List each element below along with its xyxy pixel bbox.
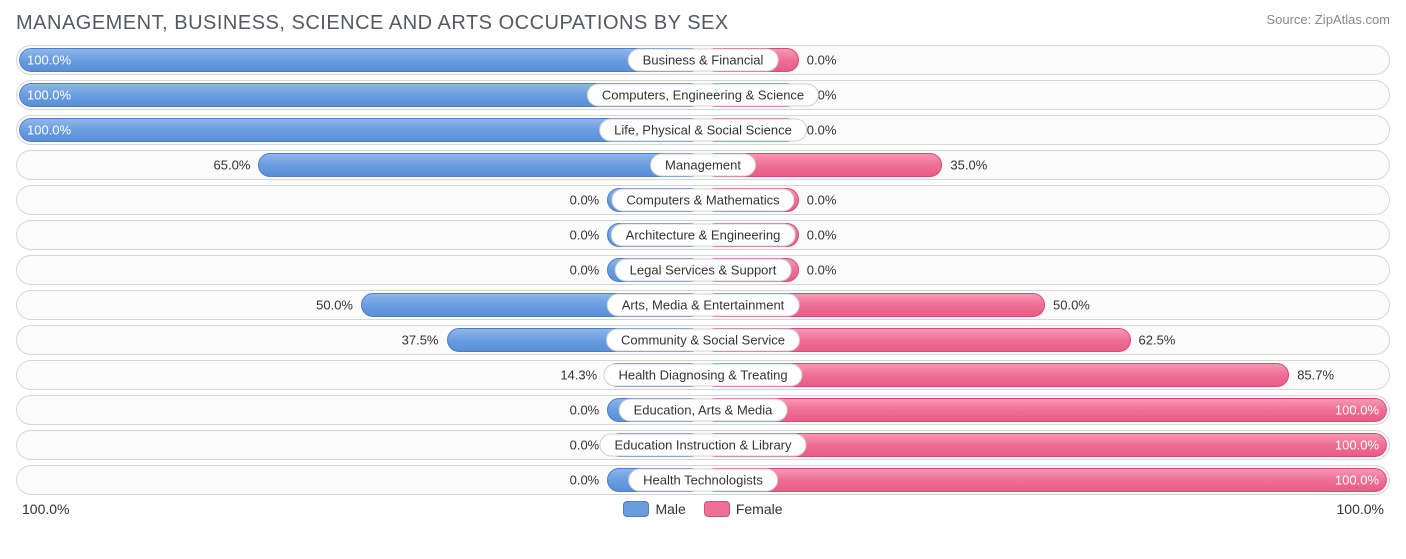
female-value-label: 0.0% bbox=[807, 228, 837, 243]
male-value-label: 37.5% bbox=[402, 333, 439, 348]
male-value-label: 0.0% bbox=[570, 473, 600, 488]
male-value-label: 100.0% bbox=[27, 123, 71, 138]
legend: Male Female bbox=[623, 501, 782, 517]
female-value-label: 35.0% bbox=[950, 158, 987, 173]
chart-row: 0.0% 0.0% Legal Services & Support bbox=[16, 255, 1390, 285]
male-value-label: 0.0% bbox=[570, 263, 600, 278]
male-value-label: 0.0% bbox=[570, 193, 600, 208]
female-value-label: 0.0% bbox=[807, 53, 837, 68]
male-value-label: 50.0% bbox=[316, 298, 353, 313]
female-value-label: 0.0% bbox=[807, 193, 837, 208]
category-label: Management bbox=[650, 154, 756, 177]
male-value-label: 100.0% bbox=[27, 53, 71, 68]
male-value-label: 65.0% bbox=[214, 158, 251, 173]
male-bar bbox=[19, 48, 703, 72]
chart-row: 100.0% 0.0%Life, Physical & Social Scienc… bbox=[16, 115, 1390, 145]
female-value-label: 85.7% bbox=[1297, 368, 1334, 383]
category-label: Health Diagnosing & Treating bbox=[603, 364, 802, 387]
axis-left-label: 100.0% bbox=[22, 501, 69, 517]
axis-right-label: 100.0% bbox=[1337, 501, 1384, 517]
chart-container: MANAGEMENT, BUSINESS, SCIENCE AND ARTS O… bbox=[0, 0, 1406, 559]
chart-row: 50.0% 50.0% Arts, Media & Entertainment bbox=[16, 290, 1390, 320]
male-bar bbox=[258, 153, 703, 177]
chart-row: 0.0% 0.0% Architecture & Engineering bbox=[16, 220, 1390, 250]
category-label: Architecture & Engineering bbox=[611, 224, 796, 247]
chart-row: 0.0% 100.0% Education, Arts & Media bbox=[16, 395, 1390, 425]
female-value-label: 0.0% bbox=[807, 263, 837, 278]
category-label: Computers & Mathematics bbox=[611, 189, 794, 212]
chart-row: 0.0% 100.0% Health Technologists bbox=[16, 465, 1390, 495]
chart-row: 0.0% 100.0% Education Instruction & Librar… bbox=[16, 430, 1390, 460]
female-bar bbox=[703, 468, 1387, 492]
chart-row: 0.0% 0.0% Computers & Mathematics bbox=[16, 185, 1390, 215]
legend-female-label: Female bbox=[736, 501, 783, 517]
female-value-label: 50.0% bbox=[1053, 298, 1090, 313]
chart-row: 14.3% 85.7% Health Diagnosing & Treating bbox=[16, 360, 1390, 390]
chart-rows: 100.0%0.0%Business & Financial100.0%0.0%… bbox=[16, 45, 1390, 495]
category-label: Business & Financial bbox=[628, 49, 779, 72]
category-label: Computers, Engineering & Science bbox=[587, 84, 819, 107]
legend-female: Female bbox=[704, 501, 783, 517]
male-value-label: 100.0% bbox=[27, 88, 71, 103]
female-value-label: 100.0% bbox=[1335, 473, 1379, 488]
category-label: Life, Physical & Social Science bbox=[599, 119, 807, 142]
chart-row: 37.5% 62.5% Community & Social Service bbox=[16, 325, 1390, 355]
male-value-label: 0.0% bbox=[570, 403, 600, 418]
chart-row: 100.0%0.0%Computers, Engineering & Scien… bbox=[16, 80, 1390, 110]
female-value-label: 100.0% bbox=[1335, 403, 1379, 418]
female-value-label: 0.0% bbox=[807, 123, 837, 138]
female-value-label: 100.0% bbox=[1335, 438, 1379, 453]
male-swatch-icon bbox=[623, 501, 649, 517]
male-value-label: 0.0% bbox=[570, 228, 600, 243]
chart-source: Source: ZipAtlas.com bbox=[1266, 12, 1390, 27]
category-label: Education Instruction & Library bbox=[599, 434, 806, 457]
category-label: Community & Social Service bbox=[606, 329, 800, 352]
male-value-label: 14.3% bbox=[560, 368, 597, 383]
category-label: Arts, Media & Entertainment bbox=[607, 294, 800, 317]
chart-row: 65.0% 35.0% Management bbox=[16, 150, 1390, 180]
category-label: Education, Arts & Media bbox=[619, 399, 788, 422]
chart-header: MANAGEMENT, BUSINESS, SCIENCE AND ARTS O… bbox=[16, 12, 1390, 35]
legend-male-label: Male bbox=[655, 501, 685, 517]
male-value-label: 0.0% bbox=[570, 438, 600, 453]
legend-male: Male bbox=[623, 501, 685, 517]
female-bar bbox=[703, 398, 1387, 422]
chart-row: 100.0% 0.0% Business & Financial bbox=[16, 45, 1390, 75]
category-label: Health Technologists bbox=[628, 469, 778, 492]
category-label: Legal Services & Support bbox=[615, 259, 792, 282]
chart-footer: 100.0% Male Female 100.0% bbox=[16, 501, 1390, 517]
chart-title: MANAGEMENT, BUSINESS, SCIENCE AND ARTS O… bbox=[16, 12, 729, 35]
female-swatch-icon bbox=[704, 501, 730, 517]
female-value-label: 62.5% bbox=[1139, 333, 1176, 348]
